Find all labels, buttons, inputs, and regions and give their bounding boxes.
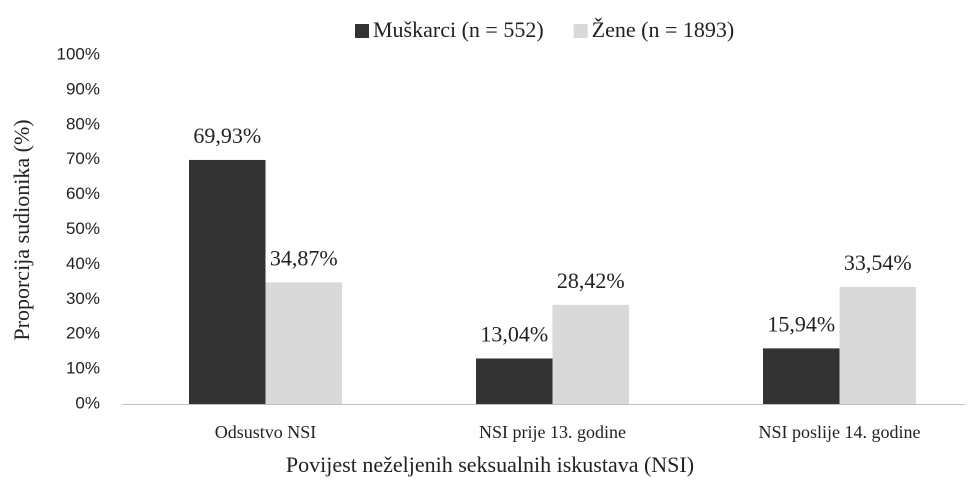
bar	[189, 159, 266, 404]
y-tick-label: 50%	[66, 219, 100, 238]
bar	[552, 304, 629, 404]
x-tick-label: NSI prije 13. godine	[479, 422, 626, 442]
legend-label: Muškarci (n = 552)	[373, 17, 544, 42]
y-tick-label: 70%	[66, 149, 100, 168]
data-label: 69,93%	[193, 123, 261, 148]
x-tick-label: NSI poslije 14. godine	[759, 422, 921, 442]
y-tick-label: 100%	[57, 44, 100, 63]
legend-swatch	[573, 24, 588, 38]
y-tick-label: 30%	[66, 289, 100, 308]
y-tick-label: 60%	[66, 184, 100, 203]
y-tick-label: 20%	[66, 324, 100, 343]
data-label: 34,87%	[270, 245, 338, 270]
y-tick-label: 90%	[66, 79, 100, 98]
data-label: 33,54%	[844, 250, 912, 275]
data-label: 28,42%	[557, 268, 625, 293]
data-label: 13,04%	[480, 322, 548, 347]
bar	[265, 282, 342, 404]
legend-swatch	[355, 24, 369, 38]
legend-label: Žene (n = 1893)	[592, 17, 735, 42]
bar	[476, 358, 553, 404]
y-axis-title: Proporcija sudionika (%)	[9, 119, 34, 340]
y-tick-label: 0%	[75, 393, 100, 412]
bar	[763, 348, 840, 404]
x-tick-label: Odsustvo NSI	[215, 422, 317, 442]
y-tick-label: 80%	[66, 114, 100, 133]
bar	[839, 286, 916, 404]
x-axis-title: Povijest neželjenih seksualnih iskustava…	[286, 452, 694, 477]
y-tick-label: 10%	[66, 359, 100, 378]
data-label: 15,94%	[767, 311, 835, 336]
y-tick-label: 40%	[66, 254, 100, 273]
